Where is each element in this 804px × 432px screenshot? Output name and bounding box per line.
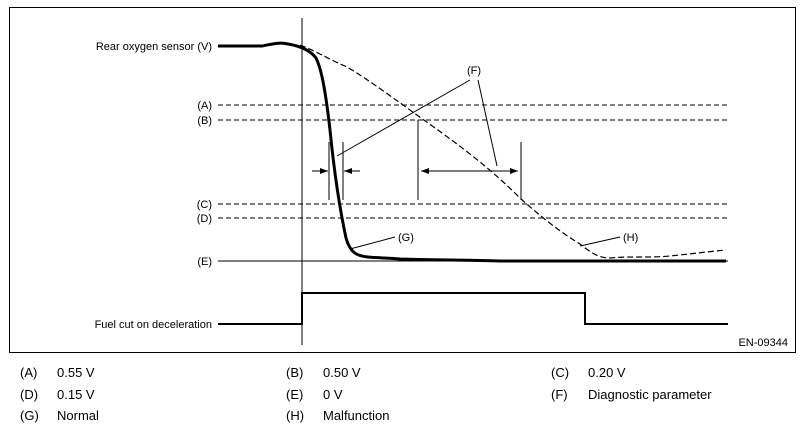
legend-key: (F)	[551, 387, 568, 402]
level-a-label: (A)	[197, 100, 212, 112]
legend-key: (H)	[286, 408, 305, 423]
figure-code: EN-09344	[738, 337, 788, 349]
diagram-frame	[9, 7, 796, 353]
level-b-label: (B)	[197, 115, 212, 127]
level-d-label: (D)	[197, 213, 212, 225]
legend-key: (D)	[20, 387, 39, 402]
normal-curve	[218, 41, 726, 263]
fuel-cut-waveform	[218, 292, 728, 325]
legend-value: 0.50 V	[323, 365, 361, 380]
malfunction-curve	[299, 44, 727, 259]
legend-key: (G)	[20, 408, 39, 423]
fuel-cut-label: Fuel cut on deceleration	[95, 319, 212, 331]
callout-g-leader	[349, 236, 396, 250]
legend-key: (A)	[20, 365, 38, 380]
legend-value: Malfunction	[323, 408, 390, 423]
callout-h-label: (H)	[623, 232, 638, 244]
legend-value: 0.15 V	[57, 387, 95, 402]
callout-f-leader-right	[477, 79, 498, 167]
legend-key: (B)	[286, 365, 304, 380]
callout-f-label: (F)	[467, 65, 481, 77]
legend-key: (E)	[286, 387, 304, 402]
oxygen-sensor-timing-diagram: Rear oxygen sensor (V) Fuel cut on decel…	[9, 7, 796, 353]
level-e-label: (E)	[197, 256, 212, 268]
legend-value: Normal	[57, 408, 99, 423]
callout-f-leader-left	[336, 79, 471, 157]
legend: (A) 0.55 V (B) 0.50 V (C) 0.20 V (D) 0.1…	[0, 362, 804, 432]
level-c-label: (C)	[197, 199, 212, 211]
callout-h-leader	[579, 236, 621, 247]
legend-value: 0.55 V	[57, 365, 95, 380]
legend-key: (C)	[551, 365, 570, 380]
legend-value: Diagnostic parameter	[588, 387, 712, 402]
callout-g-label: (G)	[398, 232, 414, 244]
legend-value: 0 V	[323, 387, 343, 402]
rear-oxygen-sensor-label: Rear oxygen sensor (V)	[96, 41, 212, 53]
legend-value: 0.20 V	[588, 365, 626, 380]
